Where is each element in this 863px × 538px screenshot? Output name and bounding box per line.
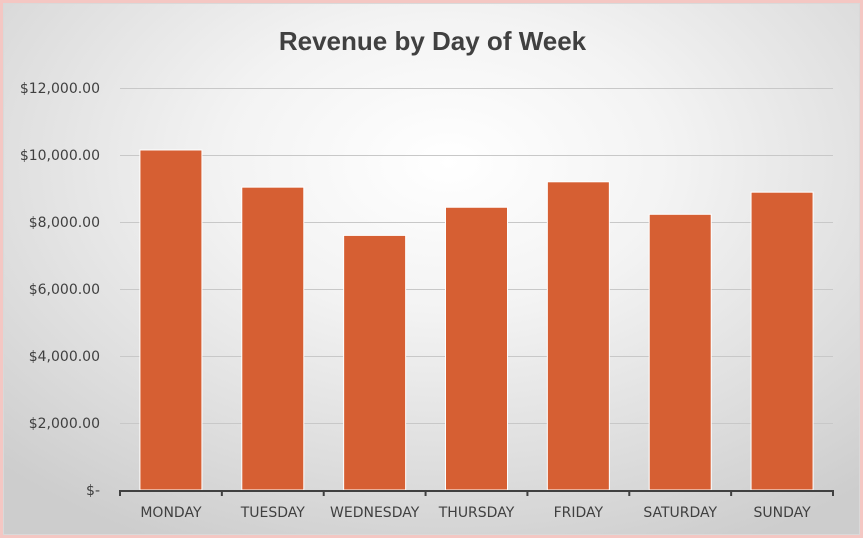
y-axis-tick-labels: $- $2,000.00 $4,000.00 $6,000.00 $8,000.00 $1… xyxy=(20,81,100,499)
bar-wednesday xyxy=(343,234,407,491)
chart-area: Revenue by Day of Week $- $2,000.00 $4,000… xyxy=(3,3,860,535)
x-tick-label: SATURDAY xyxy=(643,505,717,521)
y-tick-label: $10,000.00 xyxy=(20,148,100,164)
x-tick-label: TUESDAY xyxy=(240,505,306,521)
x-axis xyxy=(119,490,834,496)
bar-sunday xyxy=(750,191,814,491)
bar-saturday xyxy=(648,213,712,491)
y-tick-label: $6,000.00 xyxy=(29,282,100,298)
x-axis-tick-labels: MONDAY TUESDAY WEDNESDAY THURSDAY FRIDAY SATU… xyxy=(140,505,811,521)
x-tick-label: THURSDAY xyxy=(438,505,515,521)
x-tick-label: WEDNESDAY xyxy=(330,505,420,521)
y-tick-label: $8,000.00 xyxy=(29,215,100,231)
y-tick-label: $4,000.00 xyxy=(29,349,100,365)
y-tick-label: $12,000.00 xyxy=(20,81,100,97)
bars xyxy=(139,149,814,491)
bar-monday xyxy=(139,149,203,491)
x-tick-label: SUNDAY xyxy=(753,505,811,521)
x-tick-label: FRIDAY xyxy=(554,505,604,521)
bar-thursday xyxy=(445,206,508,491)
y-tick-label: $2,000.00 xyxy=(29,416,100,432)
x-tick-label: MONDAY xyxy=(140,505,202,521)
plot-area: $- $2,000.00 $4,000.00 $6,000.00 $8,000.00 $1… xyxy=(20,81,834,521)
chart-title: Revenue by Day of Week xyxy=(278,26,587,56)
y-tick-label: $- xyxy=(86,483,100,499)
bar-friday xyxy=(546,181,610,491)
bar-tuesday xyxy=(241,186,305,491)
